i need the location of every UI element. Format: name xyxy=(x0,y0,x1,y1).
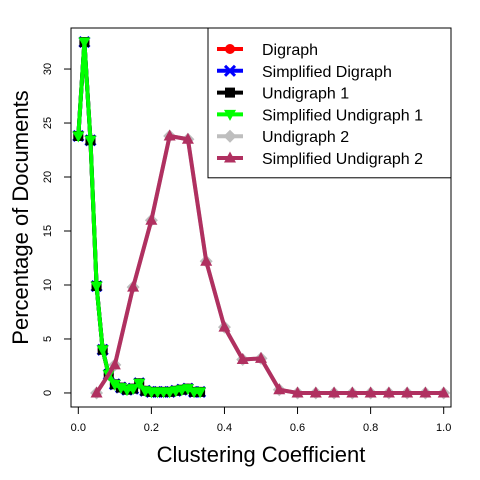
x-tick-label: 0.6 xyxy=(290,422,305,434)
series-line xyxy=(90,129,450,398)
legend-swatch-marker xyxy=(224,109,236,121)
data-point xyxy=(78,37,91,49)
data-point xyxy=(236,352,249,364)
data-point xyxy=(194,387,207,399)
data-point xyxy=(108,358,121,370)
data-point xyxy=(72,131,85,143)
legend-label: Simplified Undigraph 2 xyxy=(262,151,423,168)
data-point xyxy=(309,386,322,398)
data-point xyxy=(437,386,450,398)
data-point xyxy=(328,386,341,398)
legend-swatch-marker xyxy=(225,44,235,54)
y-axis-title: Percentage of Documents xyxy=(8,90,33,344)
data-point xyxy=(273,383,286,395)
y-tick-label: 15 xyxy=(42,225,54,237)
legend-swatch-marker xyxy=(225,87,235,98)
data-point xyxy=(291,386,304,398)
legend-swatch-marker xyxy=(223,129,237,143)
data-point xyxy=(96,345,109,357)
legend: Digraph Simplified Digraph Undigraph 1 Simp… xyxy=(207,27,452,179)
y-tick-label: 0 xyxy=(42,390,54,396)
data-point xyxy=(90,386,103,398)
data-point xyxy=(90,281,103,293)
x-marker-stroke xyxy=(223,64,237,77)
y-tick-label: 10 xyxy=(42,279,54,291)
data-point xyxy=(419,386,432,398)
data-point xyxy=(163,129,176,141)
x-tick-label: 1.0 xyxy=(436,422,451,434)
data-point xyxy=(181,132,194,144)
data-point xyxy=(145,213,158,225)
data-point xyxy=(127,280,140,292)
legend-box xyxy=(207,27,452,179)
x-tick-label: 0.2 xyxy=(144,422,159,434)
y-tick-label: 5 xyxy=(42,336,54,342)
x-tick-label: 0.4 xyxy=(217,422,232,434)
legend-label: Undigraph 1 xyxy=(262,86,349,103)
data-point xyxy=(382,386,395,398)
x-axis: 0.0 0.2 0.4 0.6 0.8 1.0 xyxy=(71,406,451,434)
legend-label: Undigraph 2 xyxy=(262,129,349,146)
x-tick-label: 0.8 xyxy=(363,422,378,434)
x-axis-title: Clustering Coefficient xyxy=(157,442,366,467)
legend-label: Simplified Undigraph 1 xyxy=(262,107,423,124)
series-layer xyxy=(72,35,451,400)
data-point xyxy=(401,386,414,398)
data-point xyxy=(255,351,267,363)
data-point xyxy=(133,378,146,390)
data-point xyxy=(346,386,359,398)
legend-swatch-marker xyxy=(224,151,236,163)
y-tick-label: 20 xyxy=(42,171,54,183)
x-tick-label: 0.0 xyxy=(71,422,86,434)
y-tick-label: 25 xyxy=(42,117,54,129)
data-point xyxy=(108,379,121,391)
data-point xyxy=(200,254,213,266)
data-point xyxy=(364,386,377,398)
data-point xyxy=(218,320,231,332)
y-tick-label: 30 xyxy=(42,63,54,75)
legend-label: Simplified Digraph xyxy=(262,64,392,81)
data-point xyxy=(84,135,97,147)
legend-swatch-marker xyxy=(223,64,237,77)
series-line xyxy=(72,37,207,399)
legend-label: Digraph xyxy=(262,42,318,59)
data-point xyxy=(127,384,140,396)
data-point xyxy=(181,384,194,396)
y-axis: 0 5 10 15 20 25 30 xyxy=(42,63,72,396)
